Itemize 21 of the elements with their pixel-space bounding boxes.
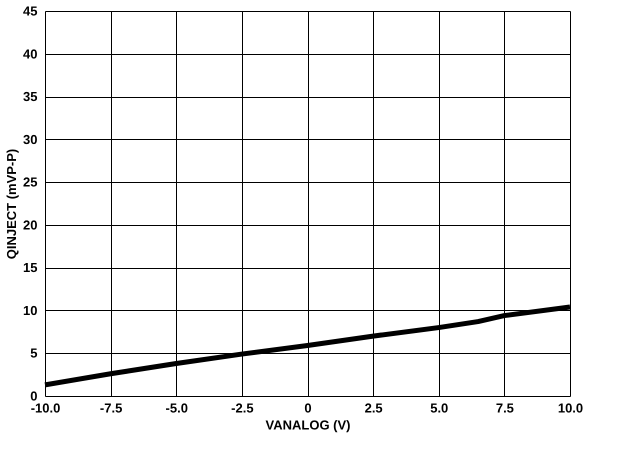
y-tick-label: 25 [23, 174, 38, 190]
x-tick-label: 0 [304, 400, 312, 416]
y-tick-label: 10 [23, 302, 38, 318]
x-tick-label: -2.5 [231, 400, 254, 416]
y-tick-label: 0 [30, 388, 38, 404]
x-tick-label: -5.0 [166, 400, 188, 416]
x-axis-title: VANALOG (V) [266, 418, 350, 432]
y-tick-label: 40 [23, 46, 38, 62]
x-tick-label: 7.5 [496, 400, 514, 416]
y-tick-label: 35 [23, 89, 38, 104]
x-tick-label: -10.0 [30, 400, 60, 416]
y-axis-title: QINJECT (mVP-P) [4, 148, 20, 260]
y-tick-label: 20 [23, 217, 38, 232]
x-tick-label: 10.0 [558, 400, 584, 416]
x-tick-label: -7.5 [100, 400, 122, 416]
y-tick-label: 15 [23, 260, 38, 276]
y-tick-label: 30 [23, 132, 38, 147]
x-tick-label: 2.5 [364, 400, 383, 416]
x-tick-label: 5.0 [430, 400, 448, 416]
y-tick-label: 45 [23, 4, 38, 18]
y-tick-label: 5 [30, 346, 38, 361]
